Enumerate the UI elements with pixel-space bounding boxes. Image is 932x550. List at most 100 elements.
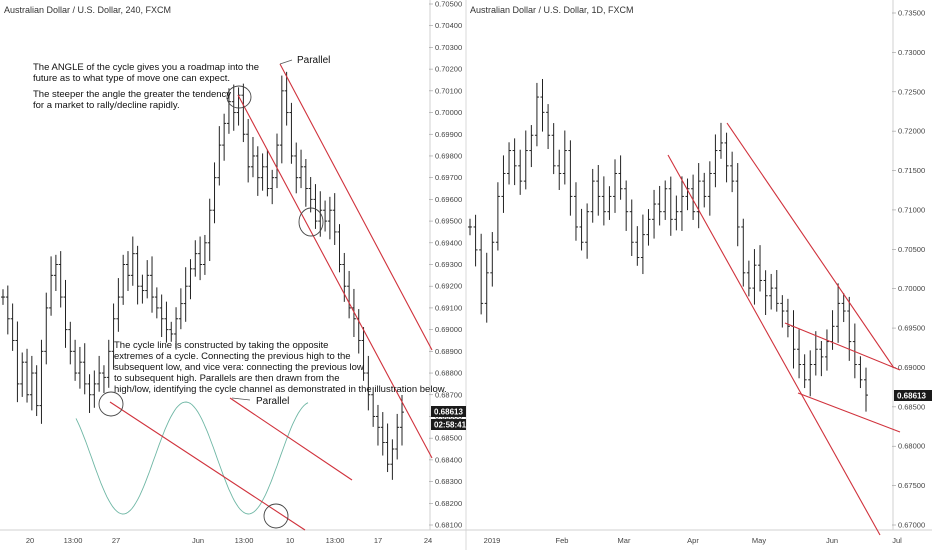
ohlc-bar bbox=[769, 273, 774, 310]
ohlc-bar bbox=[490, 232, 495, 287]
ohlc-bar bbox=[275, 133, 280, 189]
ohlc-bar bbox=[270, 169, 275, 205]
ohlc-bar bbox=[73, 339, 78, 381]
ohlc-bar bbox=[49, 256, 54, 316]
ohlc-bar bbox=[380, 412, 385, 456]
ohlc-bar bbox=[479, 233, 484, 315]
y-tick-label: 0.68100 bbox=[435, 521, 462, 530]
ohlc-bar bbox=[679, 176, 684, 231]
x-tick-label: 17 bbox=[374, 536, 382, 545]
y-tick-label: 0.69500 bbox=[435, 217, 462, 226]
ohlc-bar bbox=[400, 394, 404, 446]
ohlc-bar bbox=[212, 162, 217, 224]
y-tick-label: 0.69300 bbox=[435, 260, 462, 269]
y-tick-label: 0.70000 bbox=[898, 284, 925, 293]
ohlc-bar bbox=[629, 199, 634, 257]
x-tick-label: 13:00 bbox=[326, 536, 345, 545]
illustration-high-circle bbox=[98, 391, 124, 417]
ohlc-bar bbox=[668, 176, 673, 236]
right-ohlc-series bbox=[468, 78, 868, 412]
x-tick-label: 13:00 bbox=[235, 536, 254, 545]
ohlc-bar bbox=[34, 365, 39, 417]
right-price-axis: 0.73500 0.73000 0.72500 0.72000 0.71500 0.710… bbox=[892, 9, 925, 530]
ohlc-bar bbox=[652, 189, 657, 239]
ohlc-bar bbox=[819, 340, 824, 377]
ohlc-bar bbox=[106, 339, 111, 388]
ohlc-bar bbox=[640, 214, 645, 275]
left-countdown: 02:58:41 bbox=[434, 421, 467, 430]
ohlc-bar bbox=[473, 214, 478, 267]
ohlc-bar bbox=[140, 274, 145, 304]
ohlc-bar bbox=[154, 287, 159, 319]
ohlc-bar bbox=[10, 303, 15, 351]
ohlc-bar bbox=[174, 307, 179, 350]
ohlc-bar bbox=[246, 118, 251, 183]
ohlc-bar bbox=[265, 149, 270, 197]
y-tick-label: 0.69200 bbox=[435, 282, 462, 291]
ohlc-bar bbox=[551, 123, 556, 175]
ohlc-bar bbox=[82, 343, 87, 395]
ohlc-bar bbox=[207, 198, 212, 262]
ohlc-bar bbox=[657, 185, 662, 226]
ohlc-bar bbox=[97, 355, 102, 392]
ohlc-bar bbox=[735, 163, 740, 247]
ohlc-bar bbox=[323, 200, 328, 232]
ohlc-bar bbox=[178, 288, 183, 330]
ohlc-bar bbox=[58, 251, 63, 308]
illustration-cycle-line bbox=[109, 401, 306, 531]
high-circle bbox=[226, 85, 252, 109]
y-tick-label: 0.69100 bbox=[435, 303, 462, 312]
x-tick-label: 2019 bbox=[484, 536, 501, 545]
y-tick-label: 0.68500 bbox=[898, 402, 925, 411]
ohlc-bar bbox=[390, 439, 395, 480]
ohlc-bar bbox=[685, 178, 690, 211]
low-circle bbox=[298, 207, 324, 237]
ohlc-bar bbox=[1, 289, 5, 305]
ohlc-bar bbox=[707, 161, 712, 216]
ohlc-bar bbox=[802, 354, 807, 389]
y-tick-label: 0.67500 bbox=[898, 481, 925, 490]
ohlc-bar bbox=[501, 155, 506, 213]
ohlc-bar bbox=[601, 176, 606, 226]
ohlc-bar bbox=[150, 256, 155, 313]
ohlc-bar bbox=[347, 270, 352, 319]
x-tick-label: Feb bbox=[556, 536, 569, 545]
ohlc-bar bbox=[356, 309, 361, 354]
y-tick-label: 0.70500 bbox=[435, 0, 462, 9]
ohlc-bar bbox=[337, 224, 342, 273]
ohlc-bar bbox=[313, 184, 318, 229]
y-tick-label: 0.70100 bbox=[435, 86, 462, 95]
ohlc-bar bbox=[813, 331, 818, 376]
ohlc-bar bbox=[159, 294, 164, 338]
x-tick-label: Jun bbox=[826, 536, 838, 545]
y-tick-label: 0.73500 bbox=[898, 9, 925, 18]
ohlc-bar bbox=[730, 151, 735, 193]
parallel-label-bottom: Parallel bbox=[256, 396, 289, 407]
ohlc-bar bbox=[5, 285, 10, 335]
x-tick-label: Jun bbox=[192, 536, 204, 545]
x-tick-label: 27 bbox=[112, 536, 120, 545]
x-tick-label: 10 bbox=[286, 536, 294, 545]
ohlc-bar bbox=[785, 298, 790, 338]
right-lower-channel bbox=[797, 392, 901, 433]
ohlc-bar bbox=[663, 180, 668, 220]
right-parallel-line bbox=[726, 122, 895, 369]
ohlc-bar bbox=[624, 180, 629, 231]
ohlc-bar bbox=[327, 196, 332, 240]
ohlc-bar bbox=[92, 370, 97, 408]
y-tick-label: 0.68800 bbox=[435, 369, 462, 378]
ohlc-bar bbox=[135, 245, 140, 305]
y-tick-label: 0.69000 bbox=[435, 325, 462, 334]
left-last-price-tag bbox=[431, 406, 466, 417]
ohlc-bar bbox=[746, 260, 751, 297]
ohlc-bar bbox=[579, 208, 584, 251]
cycle-note: The cycle line is constructed by taking … bbox=[114, 340, 447, 395]
ohlc-bar bbox=[188, 259, 193, 300]
ohlc-bar bbox=[674, 195, 679, 231]
ohlc-bar bbox=[231, 84, 236, 131]
ohlc-bar bbox=[618, 155, 623, 200]
ohlc-bar bbox=[250, 136, 255, 178]
left-last-price: 0.68613 bbox=[434, 408, 463, 417]
ohlc-bar bbox=[691, 174, 696, 220]
